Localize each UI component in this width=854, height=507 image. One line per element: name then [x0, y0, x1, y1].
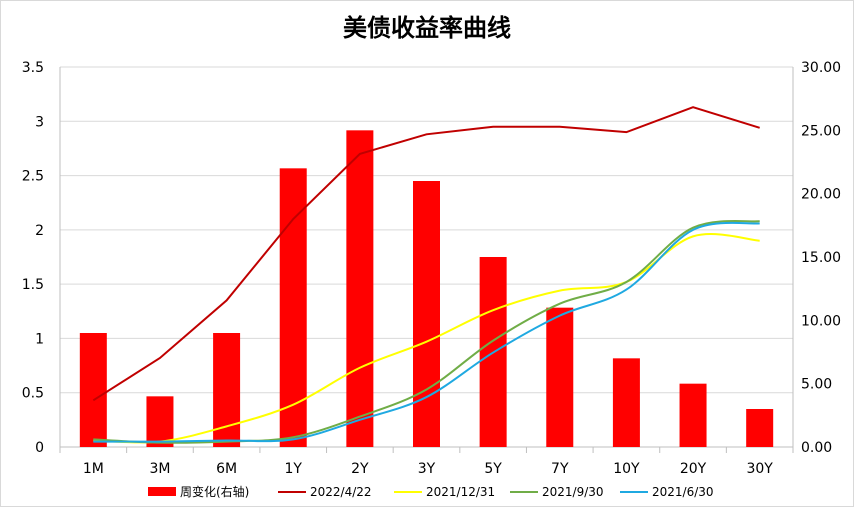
- legend-swatch-bar: [148, 487, 176, 496]
- bar: [146, 396, 174, 447]
- left-axis-tick-label: 1: [35, 331, 44, 347]
- bar: [413, 181, 440, 447]
- right-axis-tick-label: 30.00: [801, 60, 841, 76]
- series-line-1: [92, 106, 760, 402]
- right-axis-tick-label: 0.00: [801, 440, 832, 456]
- right-axis-tick-label: 20.00: [801, 187, 841, 203]
- x-axis-tick-label: 7Y: [551, 461, 569, 477]
- legend-label: 周变化(右轴): [180, 484, 249, 499]
- legend-label: 2021/9/30: [542, 485, 604, 499]
- left-axis-tick-label: 2: [35, 223, 44, 239]
- bar: [346, 130, 374, 448]
- series-line-2: [93, 233, 760, 444]
- left-axis-tick-label: 0.5: [22, 386, 44, 402]
- series-line-3: [93, 219, 760, 444]
- right-axis-tick-label: 10.00: [801, 313, 841, 329]
- series-line-4: [93, 221, 760, 443]
- x-axis-tick-label: 2Y: [351, 461, 369, 477]
- left-axis-tick-label: 0: [35, 440, 44, 456]
- left-axis-tick-label: 1.5: [22, 277, 44, 293]
- right-axis-tick-label: 5.00: [801, 377, 832, 393]
- x-axis-tick-label: 20Y: [680, 461, 707, 477]
- x-axis-tick-label: 10Y: [613, 461, 640, 477]
- left-axis-tick-label: 3: [35, 114, 44, 130]
- x-axis-tick-label: 1Y: [284, 461, 302, 477]
- x-axis-tick-label: 6M: [216, 461, 237, 477]
- left-axis-tick-label: 3.5: [22, 60, 44, 76]
- legend-label: 2021/6/30: [652, 485, 714, 499]
- legend-label: 2021/12/31: [426, 485, 495, 499]
- chart-title: 美债收益率曲线: [343, 14, 511, 42]
- x-axis-tick-label: 5Y: [484, 461, 502, 477]
- x-axis-tick-label: 3Y: [418, 461, 436, 477]
- x-axis-tick-label: 30Y: [746, 461, 773, 477]
- bar: [679, 383, 707, 447]
- legend-label: 2022/4/22: [310, 485, 372, 499]
- bar: [612, 358, 640, 447]
- bar: [546, 307, 574, 447]
- x-axis-tick-label: 1M: [83, 461, 104, 477]
- right-axis-tick-label: 25.00: [801, 123, 841, 139]
- left-axis-tick-label: 2.5: [22, 169, 44, 185]
- right-axis-tick-label: 15.00: [801, 250, 841, 266]
- bar: [79, 333, 107, 447]
- x-axis-tick-label: 3M: [149, 461, 170, 477]
- bar: [746, 409, 774, 447]
